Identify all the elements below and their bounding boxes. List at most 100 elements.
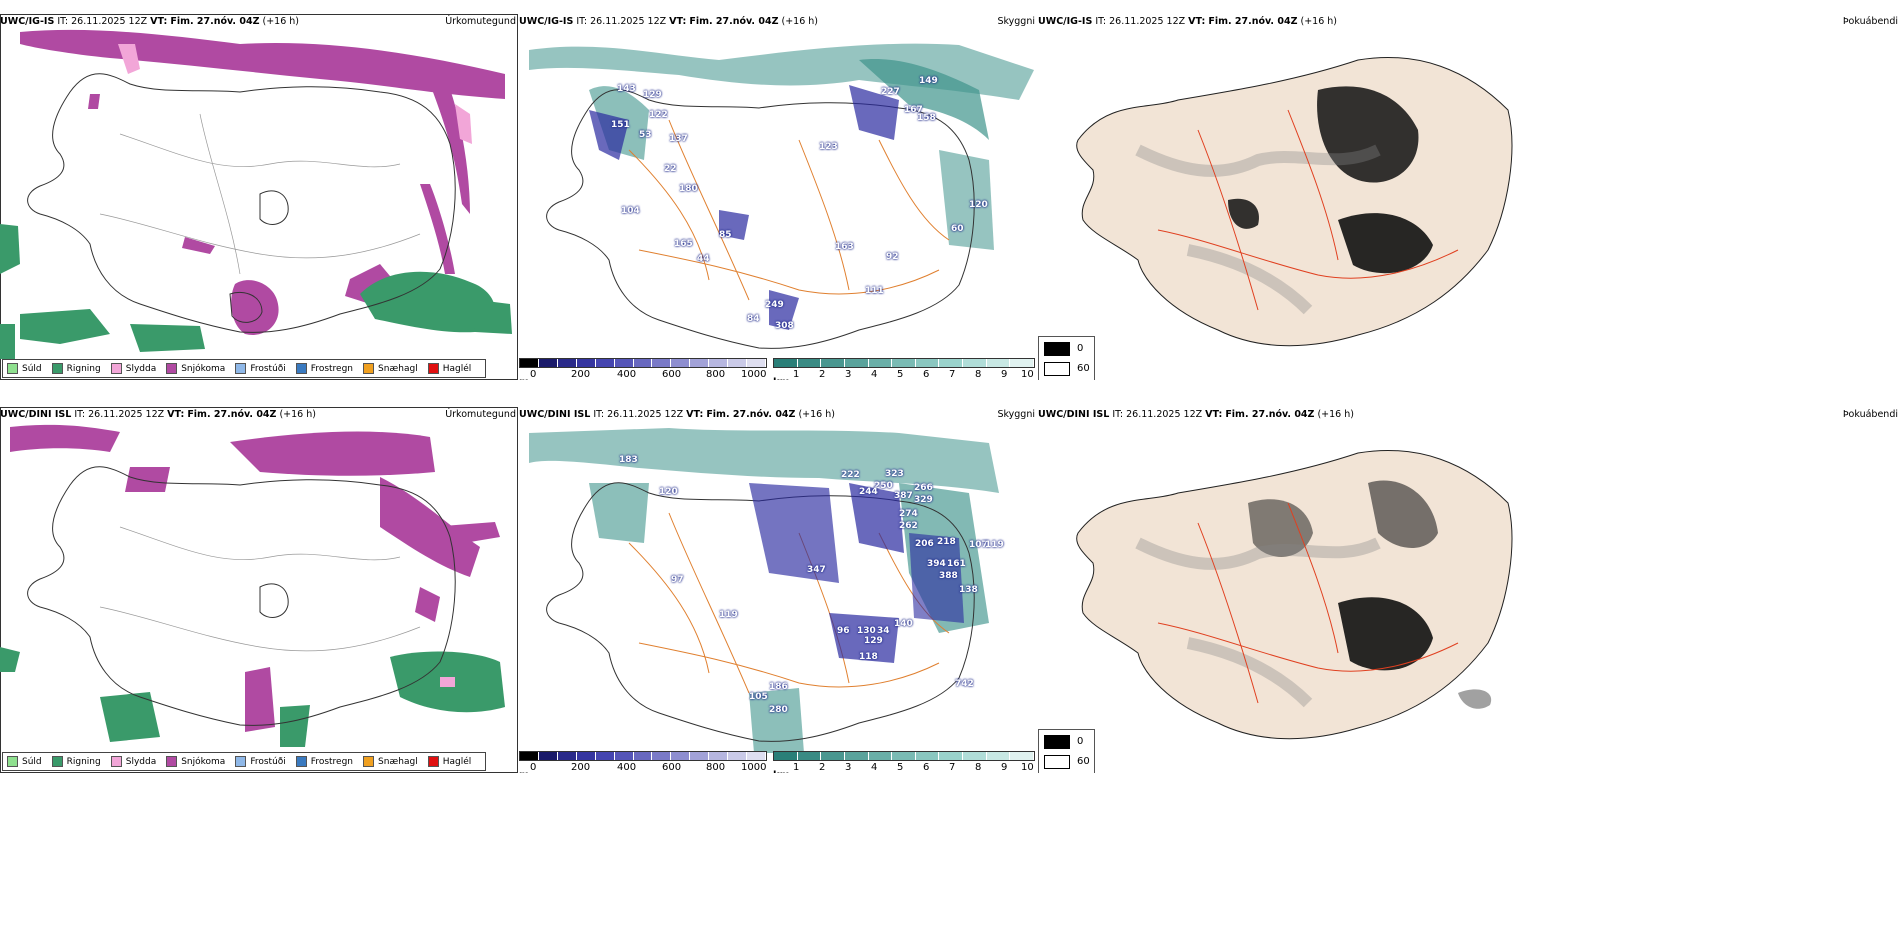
map-label: 218 [937, 537, 956, 547]
map-label: 105 [749, 692, 768, 702]
fog-map [1076, 450, 1513, 740]
black-swatch [1044, 342, 1070, 356]
vt-label: VT: [669, 16, 687, 27]
snow-pellets-swatch [363, 363, 375, 374]
colorbar-cell [633, 359, 653, 367]
field-title: Skyggni [997, 409, 1035, 420]
legend-label: Súld [22, 756, 42, 767]
legend-item: Snjókoma [166, 756, 225, 767]
freezing-drizzle-swatch [235, 756, 247, 767]
freezing-rain-swatch [295, 756, 307, 767]
map-label: 308 [775, 321, 794, 331]
colorbar-tick: 1000 [741, 369, 767, 380]
snow-pellets-swatch [363, 756, 375, 767]
colorbar-cell [652, 359, 672, 367]
field-title: Úrkomutegund [445, 409, 516, 420]
map-label: 129 [864, 636, 883, 646]
map-label: 151 [611, 120, 630, 130]
it-label: IT: [593, 409, 605, 420]
precip-map [0, 14, 518, 380]
panel-header: UWC/IG-IS IT: 26.11.2025 12Z VT: Fim. 27… [0, 14, 518, 30]
legend-label: Snæhagl [378, 363, 418, 374]
map-label: 120 [659, 487, 678, 497]
it-label: IT: [576, 16, 588, 27]
legend-item: Snæhagl [363, 363, 418, 374]
legend-label: Frostúði [250, 756, 286, 767]
colorbar-cell [614, 359, 634, 367]
colorbar-cell [844, 359, 869, 367]
precip-legend: Súld Rigning Slydda Snjókoma Frostúði Fr… [2, 359, 487, 378]
legend-item: Súld [7, 756, 42, 767]
colorbar-tick: 10 [1021, 762, 1034, 773]
map-label: 53 [639, 130, 652, 140]
colorbar-cell [915, 752, 940, 760]
colorbar-cell [821, 359, 845, 367]
map-label: 60 [951, 224, 964, 234]
colorbar-tick: 400 [617, 762, 637, 773]
hail-swatch [427, 756, 439, 767]
colorbar-tick: 9 [1001, 369, 1008, 380]
legend-label: Rigning [66, 756, 101, 767]
legend-item: Haglél [427, 756, 471, 767]
legend-item: Frostúði [235, 756, 286, 767]
map-label: 129 [643, 90, 662, 100]
colorbar-cell [690, 752, 710, 760]
map-label: 111 [865, 286, 884, 296]
panel-header: UWC/DINI ISL IT: 26.11.2025 12Z VT: Fim.… [1038, 407, 1900, 423]
legend-item: Slydda [110, 363, 156, 374]
cloud-map [529, 43, 1034, 349]
map-label: 119 [985, 540, 1004, 550]
colorbar-cell [557, 752, 577, 760]
legend-item: Rigning [51, 756, 101, 767]
colorbar-cell [986, 359, 1011, 367]
colorbar-cell [520, 752, 539, 760]
legend-item: Snjókoma [166, 363, 225, 374]
colorbar-tick: 400 [617, 369, 637, 380]
colorbar-cells [519, 751, 767, 761]
colorbar-cell [747, 752, 766, 760]
legend-high: 60 [1077, 363, 1090, 374]
legend-label: Snjókoma [181, 363, 226, 374]
colorbar-cell [1010, 752, 1034, 760]
vt-label: VT: [686, 409, 704, 420]
map-label: 122 [649, 110, 668, 120]
map-label: 180 [679, 184, 698, 194]
map-label: 742 [955, 679, 974, 689]
colorbar-cell [797, 359, 822, 367]
colorbar-cell [774, 359, 798, 367]
iceland-outline [27, 73, 456, 333]
precip-panel-top: UWC/IG-IS IT: 26.11.2025 12Z VT: Fim. 27… [0, 14, 518, 380]
colorbar-tick: 0 [530, 762, 537, 773]
colorbar-cell [1010, 359, 1034, 367]
map-label: 274 [899, 509, 918, 519]
it-label: IT: [1095, 16, 1107, 27]
legend-label: Súld [22, 363, 42, 374]
legend-item: Frostregn [295, 363, 353, 374]
it-label: IT: [74, 409, 86, 420]
vt-value: Fim. 27.nóv. 04Z [187, 409, 277, 420]
map-label: 92 [886, 252, 899, 262]
colorbar-cell [633, 752, 653, 760]
snow-swatch [166, 363, 178, 374]
colorbar-tick: 800 [706, 762, 726, 773]
map-label: 44 [697, 254, 710, 264]
legend-low: 0 [1077, 736, 1084, 747]
colorbar-tick: 1000 [741, 762, 767, 773]
colorbar-cell [595, 752, 615, 760]
map-label: 107 [969, 540, 988, 550]
colorbar-tick: 2 [819, 369, 826, 380]
colorbar-tick: 4 [871, 369, 878, 380]
elevation-colorbar: m 0 200 400 600 800 1000 [519, 751, 769, 773]
map-label: 206 [915, 539, 934, 549]
black-swatch [1044, 735, 1070, 749]
map-label: 149 [919, 76, 938, 86]
colorbar-tick: 1 [793, 369, 800, 380]
colorbar-tick: 5 [897, 369, 904, 380]
colorbar-cell [595, 359, 615, 367]
colorbar-tick: 3 [845, 762, 852, 773]
colorbar-cell [939, 752, 963, 760]
colorbar-tick: 3 [845, 369, 852, 380]
colorbar-tick: 7 [949, 369, 956, 380]
precip-panel-bottom: UWC/DINI ISL IT: 26.11.2025 12Z VT: Fim.… [0, 407, 518, 773]
legend-label: Frostúði [250, 363, 286, 374]
